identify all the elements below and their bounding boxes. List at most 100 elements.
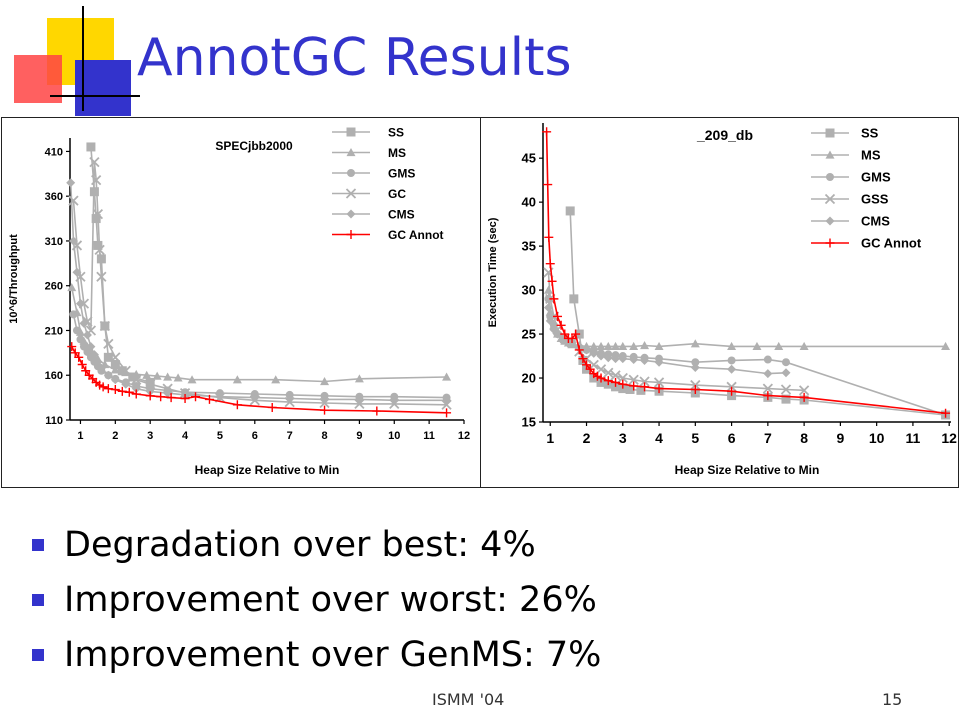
data-point <box>354 394 364 404</box>
legend-marker <box>345 188 357 199</box>
data-point <box>124 387 134 397</box>
legend-marker <box>825 128 835 138</box>
data-point <box>99 320 111 332</box>
footer-page-number: 15 <box>882 690 903 709</box>
chart-209-db: 15 20 25 30 35 40 45 1 2 3 4 5 6 7 8 9 10 11 12 Heap Size R… <box>480 117 959 488</box>
data-point <box>131 374 142 385</box>
legend-marker <box>825 150 835 159</box>
data-point <box>774 341 784 350</box>
y-tick-label: 35 <box>522 239 536 254</box>
bullet-item: Improvement over worst: 26% <box>30 575 601 630</box>
data-point <box>232 400 242 410</box>
data-point <box>589 341 599 350</box>
legend-label: GMS <box>388 167 415 181</box>
y-axis-label: Execution Time (sec) <box>487 217 499 327</box>
x-tick-label: 10 <box>869 430 885 446</box>
data-point <box>187 375 197 384</box>
bullet-text: Degradation over best: 4% <box>64 525 536 565</box>
x-tick-label: 10 <box>388 430 400 442</box>
data-point <box>86 342 96 352</box>
chart-title: SPECjbb2000 <box>215 139 293 153</box>
data-point <box>798 385 810 396</box>
data-point <box>103 352 113 362</box>
data-point <box>110 375 120 385</box>
x-axis-label: Heap Size Relative to Min <box>675 463 820 477</box>
x-tick-label: 9 <box>836 430 844 446</box>
legend-label: CMS <box>388 208 415 222</box>
series-cms <box>66 178 452 405</box>
x-tick-label: 9 <box>356 430 362 442</box>
y-tick-label: 360 <box>45 191 63 203</box>
data-point <box>780 384 792 395</box>
data-point <box>941 408 951 418</box>
data-point <box>543 180 553 190</box>
x-tick-label: 4 <box>655 430 663 446</box>
data-point <box>611 354 621 364</box>
data-point <box>72 326 81 335</box>
data-point <box>142 370 152 379</box>
data-point <box>618 379 628 389</box>
data-point <box>86 142 96 152</box>
bullet-icon <box>32 649 44 661</box>
data-point <box>75 299 85 309</box>
x-tick-label: 11 <box>906 430 921 446</box>
data-point <box>67 283 77 292</box>
legend-label: MS <box>388 146 406 160</box>
data-point <box>68 195 79 206</box>
data-point <box>96 363 106 373</box>
data-point <box>389 395 399 405</box>
data-point <box>639 376 650 387</box>
y-tick-label: 30 <box>522 283 536 298</box>
data-point <box>110 352 121 363</box>
data-point <box>285 394 295 404</box>
data-point <box>617 372 628 384</box>
data-point <box>543 303 553 313</box>
data-point <box>110 359 120 369</box>
data-point <box>93 240 103 250</box>
x-tick-label: 8 <box>321 430 327 442</box>
data-point <box>191 392 201 402</box>
data-point <box>163 372 173 381</box>
data-point <box>752 341 762 350</box>
data-point <box>640 355 650 365</box>
x-tick-label: 12 <box>941 430 957 446</box>
data-point <box>156 392 166 402</box>
data-point <box>354 374 364 383</box>
data-point <box>180 394 190 404</box>
data-point <box>763 391 773 401</box>
data-point <box>77 359 87 369</box>
decor-vertical-line <box>82 6 84 111</box>
data-point <box>727 341 737 350</box>
data-point <box>442 395 452 405</box>
data-point <box>611 377 621 387</box>
data-point <box>653 377 665 388</box>
data-point <box>267 402 277 412</box>
bullet-text: Improvement over worst: 26% <box>64 580 597 620</box>
data-point <box>618 341 628 350</box>
data-point <box>544 232 554 242</box>
data-point <box>92 208 104 220</box>
data-point <box>68 236 78 246</box>
data-point <box>654 341 664 350</box>
x-tick-label: 5 <box>217 430 223 442</box>
data-point <box>215 392 225 402</box>
data-point <box>941 341 951 350</box>
legend-marker <box>346 209 356 219</box>
chart-title: _209_db <box>696 127 753 143</box>
data-point <box>556 320 566 330</box>
legend-label: GC Annot <box>388 228 444 242</box>
data-point <box>545 316 555 326</box>
data-point <box>549 294 559 304</box>
x-tick-label: 6 <box>728 430 736 446</box>
data-point <box>110 385 120 395</box>
legend-marker <box>825 216 835 226</box>
data-point <box>763 369 773 379</box>
x-tick-label: 1 <box>546 430 554 446</box>
data-point <box>640 340 650 350</box>
x-tick-label: 6 <box>252 430 258 442</box>
data-point <box>629 341 639 350</box>
y-tick-label: 410 <box>45 146 63 158</box>
legend-label: GSS <box>861 192 889 207</box>
